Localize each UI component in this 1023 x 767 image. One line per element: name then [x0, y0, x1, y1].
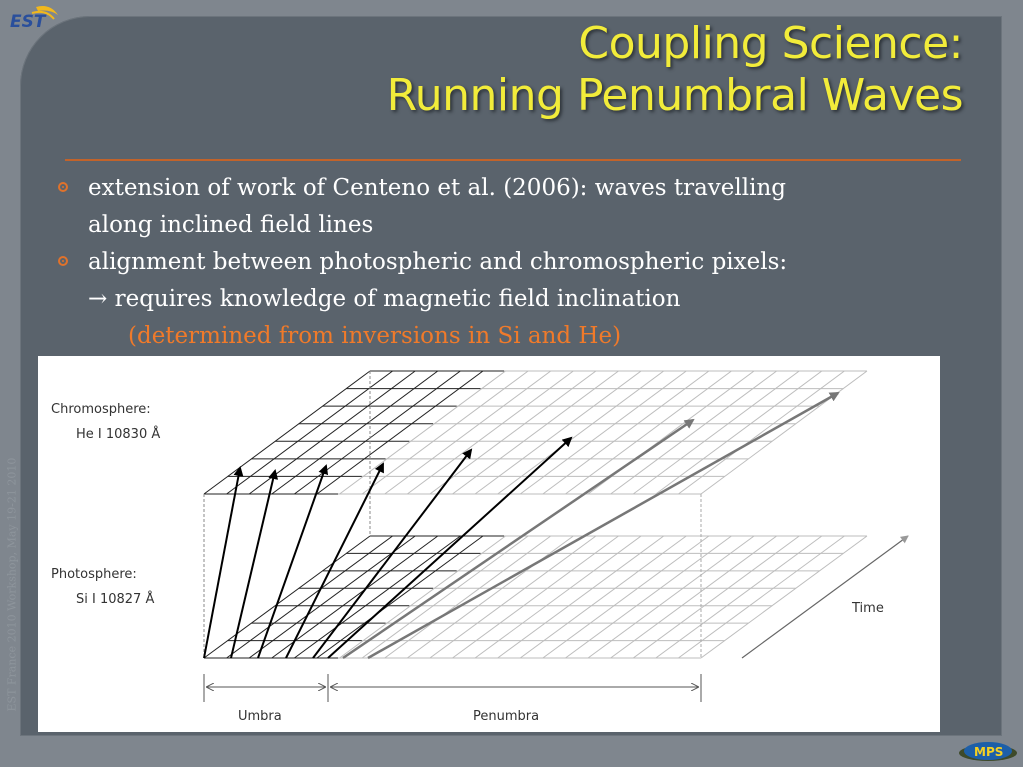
- photosphere-grid-line-col: [271, 535, 439, 659]
- photosphere-line-label: Si I 10827 Å: [76, 591, 154, 607]
- photosphere-grid-line-col: [384, 535, 552, 659]
- chromosphere-grid-line-col: [452, 370, 619, 495]
- est-logo-text: EST: [10, 12, 47, 32]
- photosphere-grid-line-col: [226, 535, 393, 659]
- bullet-2-line-1: alignment between photospheric and chrom…: [88, 249, 788, 275]
- photosphere-grid-line-col: [248, 535, 416, 659]
- wave-arrow: [327, 436, 573, 659]
- chromosphere-grid-line-col: [678, 370, 845, 495]
- photosphere-grid-line-col: [610, 535, 777, 659]
- chromosphere-grid-line-col: [542, 370, 710, 495]
- chromosphere-grid-line-col: [610, 370, 777, 495]
- chromosphere-grid-line-col: [565, 370, 732, 495]
- chromosphere-grid-line-col: [429, 370, 597, 495]
- bullet-list: extension of work of Centeno et al. (200…: [58, 170, 958, 355]
- chromosphere-grid: [203, 370, 868, 495]
- mps-logo: MPS: [959, 742, 1017, 761]
- photosphere-grid-line-col: [587, 535, 755, 659]
- bullet-1-line-1: extension of work of Centeno et al. (200…: [88, 175, 787, 201]
- photosphere-grid-line-col: [339, 535, 506, 659]
- photosphere-grid-line-col: [361, 535, 529, 659]
- photosphere-grid-line-col: [519, 535, 687, 659]
- photosphere-grid-line-col: [655, 535, 823, 659]
- wave-arrow: [367, 391, 840, 660]
- wave-arrow: [312, 448, 473, 659]
- wave-arrow: [342, 418, 695, 660]
- bullet-item: alignment between photospheric and chrom…: [58, 244, 958, 355]
- chromosphere-grid-line-col: [384, 370, 552, 495]
- photosphere-grid-line-col: [316, 535, 484, 659]
- time-arrow: [741, 535, 909, 659]
- chromosphere-grid-line-col: [316, 370, 484, 495]
- chromosphere-grid-line-col: [361, 370, 529, 495]
- wave-arrow: [285, 462, 384, 659]
- title-line-2: Running Penumbral Waves: [386, 70, 964, 121]
- chromosphere-label: Chromosphere:: [51, 402, 151, 417]
- photosphere-grid-line-col: [700, 535, 868, 659]
- wave-arrow: [203, 466, 244, 659]
- bullet-2-line-2: → requires knowledge of magnetic field i…: [88, 286, 681, 312]
- photosphere-grid-line-col: [678, 535, 845, 659]
- photosphere-grid-line-col: [429, 535, 597, 659]
- photosphere-grid-line-col: [474, 535, 642, 659]
- photosphere-grid-line-col: [407, 535, 574, 659]
- bullet-icon: [58, 182, 68, 192]
- chromosphere-line-label: He I 10830 Å: [76, 426, 160, 442]
- chromosphere-grid-line-col: [203, 370, 371, 495]
- photosphere-label: Photosphere:: [51, 567, 137, 582]
- photosphere-grid-line-col: [497, 535, 664, 659]
- time-label: Time: [851, 601, 884, 616]
- bullet-1-line-2: along inclined field lines: [88, 212, 374, 238]
- chromosphere-grid-line-col: [339, 370, 506, 495]
- box-edges: [203, 371, 702, 658]
- bullet-2-line-3: (determined from inversions in Si and He…: [128, 323, 622, 349]
- chromosphere-grid-line-col: [407, 370, 574, 495]
- photosphere-grid-line-col: [203, 535, 371, 659]
- slide-title: Coupling Science: Running Penumbral Wave…: [386, 18, 964, 122]
- title-divider: [65, 159, 961, 161]
- wave-arrow: [230, 469, 279, 659]
- chromosphere-grid-line-col: [519, 370, 687, 495]
- photosphere-grid-line-col: [452, 535, 619, 659]
- umbra-label: Umbra: [238, 709, 282, 724]
- chromosphere-grid-line-col: [655, 370, 823, 495]
- bullet-item: extension of work of Centeno et al. (200…: [58, 170, 958, 244]
- chromosphere-grid-line-col: [497, 370, 664, 495]
- chromosphere-grid-line-col: [474, 370, 642, 495]
- title-line-1: Coupling Science:: [578, 18, 963, 69]
- photosphere-grid-line-col: [294, 535, 461, 659]
- photosphere-grid-line-col: [632, 535, 800, 659]
- chromosphere-grid-line-col: [632, 370, 800, 495]
- penumbra-label: Penumbra: [473, 709, 539, 724]
- wave-diagram: Time Umbra Penumbra Chromosphere: He I 1…: [38, 356, 940, 732]
- chromosphere-grid-line-col: [226, 370, 393, 495]
- photosphere-grid: [203, 535, 868, 659]
- chromosphere-grid-line-col: [271, 370, 439, 495]
- photosphere-grid-line-col: [565, 535, 732, 659]
- wave-diagram-svg: Time Umbra Penumbra Chromosphere: He I 1…: [51, 370, 909, 724]
- workshop-sidebar-text: EST France 2010 Workshop, May 19-21 2010: [5, 457, 19, 712]
- chromosphere-grid-line-col: [700, 370, 868, 495]
- est-logo: EST: [10, 6, 58, 32]
- mps-logo-text: MPS: [974, 745, 1003, 759]
- photosphere-grid-line-col: [542, 535, 710, 659]
- bullet-icon: [58, 256, 68, 266]
- wave-arrow: [257, 464, 329, 659]
- wave-arrows: [203, 391, 840, 660]
